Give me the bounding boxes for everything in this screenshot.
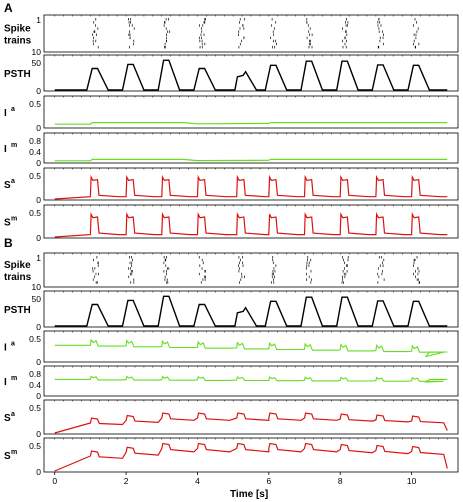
row-label-0-4: S (4, 180, 11, 191)
row-label-sup-0-2: a (11, 106, 15, 113)
input-line-1-3 (54, 375, 448, 383)
y-tick-label-0-5-1: 0 (36, 233, 41, 243)
y-tick-label-0-3-0: 0.8 (29, 136, 41, 146)
row-label-0-1: PSTH (4, 69, 31, 80)
x-tick-label-2: 4 (195, 476, 200, 486)
y-tick-label-0-0-1: 10 (32, 47, 42, 57)
y-tick-label-1-2-1: 0 (36, 357, 41, 367)
input-line-1-2 (54, 338, 448, 358)
row-label-sup-1-5: m (11, 449, 17, 456)
x-axis-label: Time [s] (230, 489, 268, 500)
y-tick-label-1-1-1: 0 (36, 322, 41, 332)
y-tick-label-1-1-0: 50 (32, 294, 42, 304)
y-tick-label-1-0-1: 10 (32, 282, 42, 292)
y-tick-label-0-0-0: 1 (36, 15, 41, 25)
row-label-1-4: S (4, 413, 11, 424)
syn-line-0-5 (54, 212, 448, 238)
row-label-0-0: Spike (4, 24, 31, 35)
plot-frame-1-5 (43, 437, 459, 473)
x-tick-label-5: 10 (407, 476, 417, 486)
y-tick-label-0-4-0: 0.5 (29, 171, 41, 181)
syn-line-1-5 (54, 442, 448, 472)
plot-frame-1-0 (43, 252, 459, 288)
y-tick-label-1-5-1: 0 (36, 467, 41, 477)
plot-frame-0-3 (43, 132, 459, 164)
y-tick-label-0-3-2: 0 (36, 158, 41, 168)
y-tick-label-0-2-0: 0.5 (29, 99, 41, 109)
y-tick-label-0-4-1: 0 (36, 195, 41, 205)
row-label-0-2: I (4, 108, 7, 119)
y-tick-label-0-1-0: 50 (32, 58, 42, 68)
row-label-1-5: S (4, 451, 11, 462)
input-line-0-2 (54, 122, 448, 125)
row-label-1-0: Spike (4, 260, 31, 271)
row-label-0-5: S (4, 218, 11, 229)
y-tick-label-0-2-1: 0 (36, 123, 41, 133)
y-tick-label-0-3-1: 0.4 (29, 147, 41, 157)
row-label-sup-0-5: m (11, 216, 17, 223)
row-label-1-3: I (4, 377, 7, 388)
y-tick-label-1-3-2: 0 (36, 391, 41, 401)
psth-line-0 (54, 59, 448, 91)
row-label-0-3: I (4, 144, 7, 155)
x-tick-label-0: 0 (52, 476, 57, 486)
panel-letter-a: A (4, 1, 13, 15)
syn-line-0-4 (54, 174, 448, 200)
input-line-0-3 (54, 158, 448, 162)
row-label-1-1: PSTH (4, 305, 31, 316)
panel-letter-b: B (4, 236, 13, 250)
row-label2-0-0: trains (4, 36, 32, 47)
y-tick-label-1-3-0: 0.8 (29, 369, 41, 379)
y-tick-label-1-4-1: 0 (36, 429, 41, 439)
row-label-1-2: I (4, 343, 7, 354)
plot-frame-1-4 (43, 399, 459, 435)
row-label2-1-0: trains (4, 272, 32, 283)
x-tick-label-1: 2 (124, 476, 129, 486)
y-tick-label-1-3-1: 0.4 (29, 380, 41, 390)
y-tick-label-1-0-0: 1 (36, 253, 41, 263)
row-label-sup-1-3: m (11, 375, 17, 382)
row-label-sup-1-2: a (11, 341, 15, 348)
y-tick-label-0-1-1: 0 (36, 86, 41, 96)
plot-frame-0-0 (43, 14, 459, 53)
y-tick-label-0-5-0: 0.5 (29, 208, 41, 218)
psth-line-1 (54, 295, 448, 327)
x-tick-label-4: 8 (338, 476, 343, 486)
row-label-sup-0-4: a (11, 178, 15, 185)
x-tick-label-3: 6 (266, 476, 271, 486)
y-tick-label-1-5-0: 0.5 (29, 441, 41, 451)
row-label-sup-1-4: a (11, 411, 15, 418)
row-label-sup-0-3: m (11, 142, 17, 149)
syn-line-1-4 (54, 412, 448, 434)
y-tick-label-1-4-0: 0.5 (29, 403, 41, 413)
y-tick-label-1-2-0: 0.5 (29, 334, 41, 344)
